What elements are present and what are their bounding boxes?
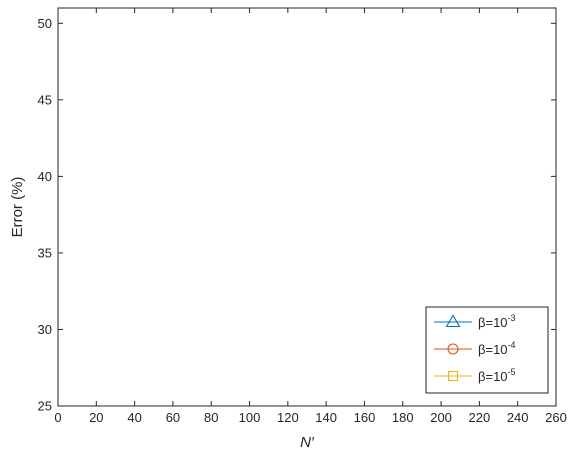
x-tick-label: 140 xyxy=(315,410,337,425)
y-tick-label: 50 xyxy=(38,16,52,31)
x-tick-label: 200 xyxy=(430,410,452,425)
x-tick-label: 60 xyxy=(166,410,180,425)
legend-marker xyxy=(445,314,461,328)
legend-marker xyxy=(447,370,459,382)
y-axis-label: Error (%) xyxy=(9,177,26,238)
x-tick-label: 240 xyxy=(507,410,529,425)
legend-label: β=10-4 xyxy=(478,340,516,357)
y-tick-label: 45 xyxy=(38,92,52,107)
x-tick-label: 0 xyxy=(54,410,61,425)
x-tick-label: 100 xyxy=(239,410,261,425)
x-tick-label: 20 xyxy=(89,410,103,425)
x-tick-label: 40 xyxy=(127,410,141,425)
legend-item: β=10-4 xyxy=(434,340,516,357)
y-tick-label: 35 xyxy=(38,245,52,260)
legend-label: β=10-3 xyxy=(478,313,516,330)
y-tick-label: 30 xyxy=(38,322,52,337)
x-tick-label: 260 xyxy=(545,410,567,425)
y-tick-label: 40 xyxy=(38,169,52,184)
x-tick-label: 160 xyxy=(354,410,376,425)
x-axis-label: N′ xyxy=(300,434,315,451)
x-tick-label: 80 xyxy=(204,410,218,425)
legend-box xyxy=(425,306,549,394)
x-tick-label: 220 xyxy=(469,410,491,425)
y-tick-label: 25 xyxy=(38,399,52,414)
x-tick-label: 180 xyxy=(392,410,414,425)
legend-item: β=10-5 xyxy=(434,367,516,384)
legend-item: β=10-3 xyxy=(434,313,516,330)
legend: β=10-3 β=10-4 β=10-5 xyxy=(425,306,549,394)
x-tick-label: 120 xyxy=(277,410,299,425)
legend-marker xyxy=(447,343,459,355)
legend-label: β=10-5 xyxy=(478,367,516,384)
